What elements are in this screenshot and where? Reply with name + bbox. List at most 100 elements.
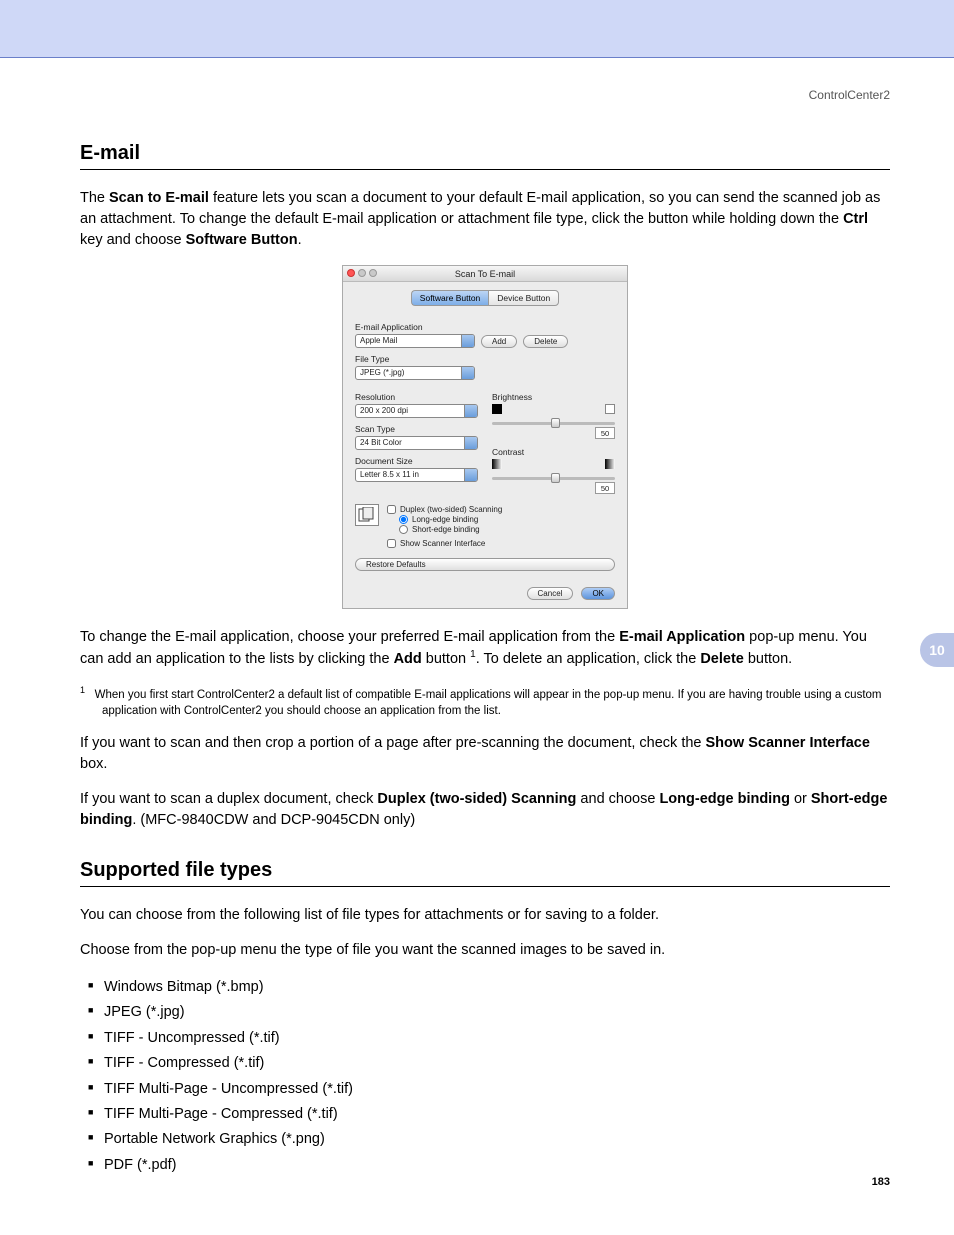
select-scan-type[interactable]: 24 Bit Color <box>355 436 478 450</box>
footnote-number: 1 <box>80 685 85 695</box>
select-value: Letter 8.5 x 11 in <box>360 469 419 481</box>
text: box. <box>80 756 107 772</box>
page-content: ControlCenter2 E-mail The Scan to E-mail… <box>0 58 954 1208</box>
list-item: TIFF - Compressed (*.tif) <box>88 1051 890 1076</box>
select-value: Apple Mail <box>360 335 397 347</box>
text: . To delete an application, click the <box>476 651 701 667</box>
brightness-slider[interactable] <box>492 422 615 425</box>
tab-software-button[interactable]: Software Button <box>411 290 488 306</box>
dialog-tabs: Software Button Device Button <box>343 282 627 312</box>
contrast-high-icon <box>605 459 615 469</box>
scan-to-email-dialog: Scan To E-mail Software Button Device Bu… <box>342 265 628 609</box>
bold-add: Add <box>394 651 422 667</box>
label-contrast: Contrast <box>492 447 615 457</box>
radio-input[interactable] <box>399 515 408 524</box>
radio-long-edge[interactable]: Long-edge binding <box>399 515 502 524</box>
section-rule <box>80 169 890 170</box>
text: key and choose <box>80 232 186 248</box>
delete-button[interactable]: Delete <box>523 335 568 348</box>
zoom-icon[interactable] <box>369 269 377 277</box>
text: . <box>298 232 302 248</box>
add-button[interactable]: Add <box>481 335 517 348</box>
bold-long-edge: Long-edge binding <box>659 791 789 807</box>
footnote-text: When you first start ControlCenter2 a de… <box>95 689 882 717</box>
radio-label: Short-edge binding <box>412 525 480 534</box>
contrast-value[interactable]: 50 <box>595 482 615 494</box>
chapter-tab: 10 <box>920 633 954 667</box>
header-label: ControlCenter2 <box>80 88 890 102</box>
top-banner <box>0 0 954 58</box>
bold-scan-to-email: Scan to E-mail <box>109 190 209 206</box>
cancel-button[interactable]: Cancel <box>527 587 574 600</box>
list-item: TIFF - Uncompressed (*.tif) <box>88 1026 890 1051</box>
list-item: TIFF Multi-Page - Compressed (*.tif) <box>88 1102 890 1127</box>
filetypes-intro2: Choose from the pop-up menu the type of … <box>80 940 890 961</box>
text: button <box>422 651 470 667</box>
bold-delete: Delete <box>700 651 744 667</box>
filetypes-intro1: You can choose from the following list o… <box>80 905 890 926</box>
contrast-slider[interactable] <box>492 477 615 480</box>
select-file-type[interactable]: JPEG (*.jpg) <box>355 366 475 380</box>
section-rule-2 <box>80 886 890 887</box>
select-resolution[interactable]: 200 x 200 dpi <box>355 404 478 418</box>
bold-show-scanner-interface: Show Scanner Interface <box>706 735 870 751</box>
bold-software-button: Software Button <box>186 232 298 248</box>
dialog-footer: Cancel OK <box>343 579 627 608</box>
restore-defaults-button[interactable]: Restore Defaults <box>355 558 615 571</box>
tab-device-button[interactable]: Device Button <box>488 290 559 306</box>
brightness-value[interactable]: 50 <box>595 427 615 439</box>
text: . (MFC-9840CDW and DCP-9045CDN only) <box>132 812 415 828</box>
checkbox-input[interactable] <box>387 539 396 548</box>
slider-thumb[interactable] <box>551 418 560 428</box>
bold-duplex-scanning: Duplex (two-sided) Scanning <box>377 791 576 807</box>
select-document-size[interactable]: Letter 8.5 x 11 in <box>355 468 478 482</box>
dialog-screenshot: Scan To E-mail Software Button Device Bu… <box>80 265 890 609</box>
close-icon[interactable] <box>347 269 355 277</box>
label-resolution: Resolution <box>355 392 478 402</box>
text: If you want to scan a duplex document, c… <box>80 791 377 807</box>
select-value: 200 x 200 dpi <box>360 405 408 417</box>
label-email-application: E-mail Application <box>355 322 615 332</box>
label-document-size: Document Size <box>355 456 478 466</box>
file-types-list: Windows Bitmap (*.bmp) JPEG (*.jpg) TIFF… <box>80 975 890 1178</box>
window-controls[interactable] <box>347 269 377 277</box>
text: To change the E-mail application, choose… <box>80 629 619 645</box>
radio-input[interactable] <box>399 525 408 534</box>
list-item: JPEG (*.jpg) <box>88 1000 890 1025</box>
text: If you want to scan and then crop a port… <box>80 735 706 751</box>
list-item: PDF (*.pdf) <box>88 1153 890 1178</box>
checkbox-label: Duplex (two-sided) Scanning <box>400 505 502 514</box>
dialog-titlebar: Scan To E-mail <box>343 266 627 282</box>
section-title-filetypes: Supported file types <box>80 859 890 882</box>
duplex-icon <box>355 504 379 526</box>
select-value: JPEG (*.jpg) <box>360 367 404 379</box>
select-email-application[interactable]: Apple Mail <box>355 334 475 348</box>
dialog-body: E-mail Application Apple Mail Add Delete… <box>343 312 627 579</box>
slider-thumb[interactable] <box>551 473 560 483</box>
page-number: 183 <box>872 1176 890 1188</box>
text: and choose <box>576 791 659 807</box>
checkbox-show-scanner[interactable]: Show Scanner Interface <box>387 539 615 548</box>
text: The <box>80 190 109 206</box>
list-item: Portable Network Graphics (*.png) <box>88 1127 890 1152</box>
text: or <box>790 791 811 807</box>
para-show-scanner: If you want to scan and then crop a port… <box>80 733 890 775</box>
ok-button[interactable]: OK <box>581 587 615 600</box>
para-intro: The Scan to E-mail feature lets you scan… <box>80 188 890 251</box>
para-change-app: To change the E-mail application, choose… <box>80 627 890 670</box>
text: button. <box>744 651 792 667</box>
list-item: TIFF Multi-Page - Uncompressed (*.tif) <box>88 1077 890 1102</box>
label-file-type: File Type <box>355 354 615 364</box>
checkbox-label: Show Scanner Interface <box>400 539 485 548</box>
radio-label: Long-edge binding <box>412 515 478 524</box>
section-title-email: E-mail <box>80 142 890 165</box>
label-scan-type: Scan Type <box>355 424 478 434</box>
list-item: Windows Bitmap (*.bmp) <box>88 975 890 1000</box>
minimize-icon[interactable] <box>358 269 366 277</box>
select-value: 24 Bit Color <box>360 437 402 449</box>
brightness-dark-icon <box>492 404 502 414</box>
label-brightness: Brightness <box>492 392 615 402</box>
radio-short-edge[interactable]: Short-edge binding <box>399 525 502 534</box>
checkbox-duplex[interactable]: Duplex (two-sided) Scanning <box>387 505 502 514</box>
checkbox-input[interactable] <box>387 505 396 514</box>
